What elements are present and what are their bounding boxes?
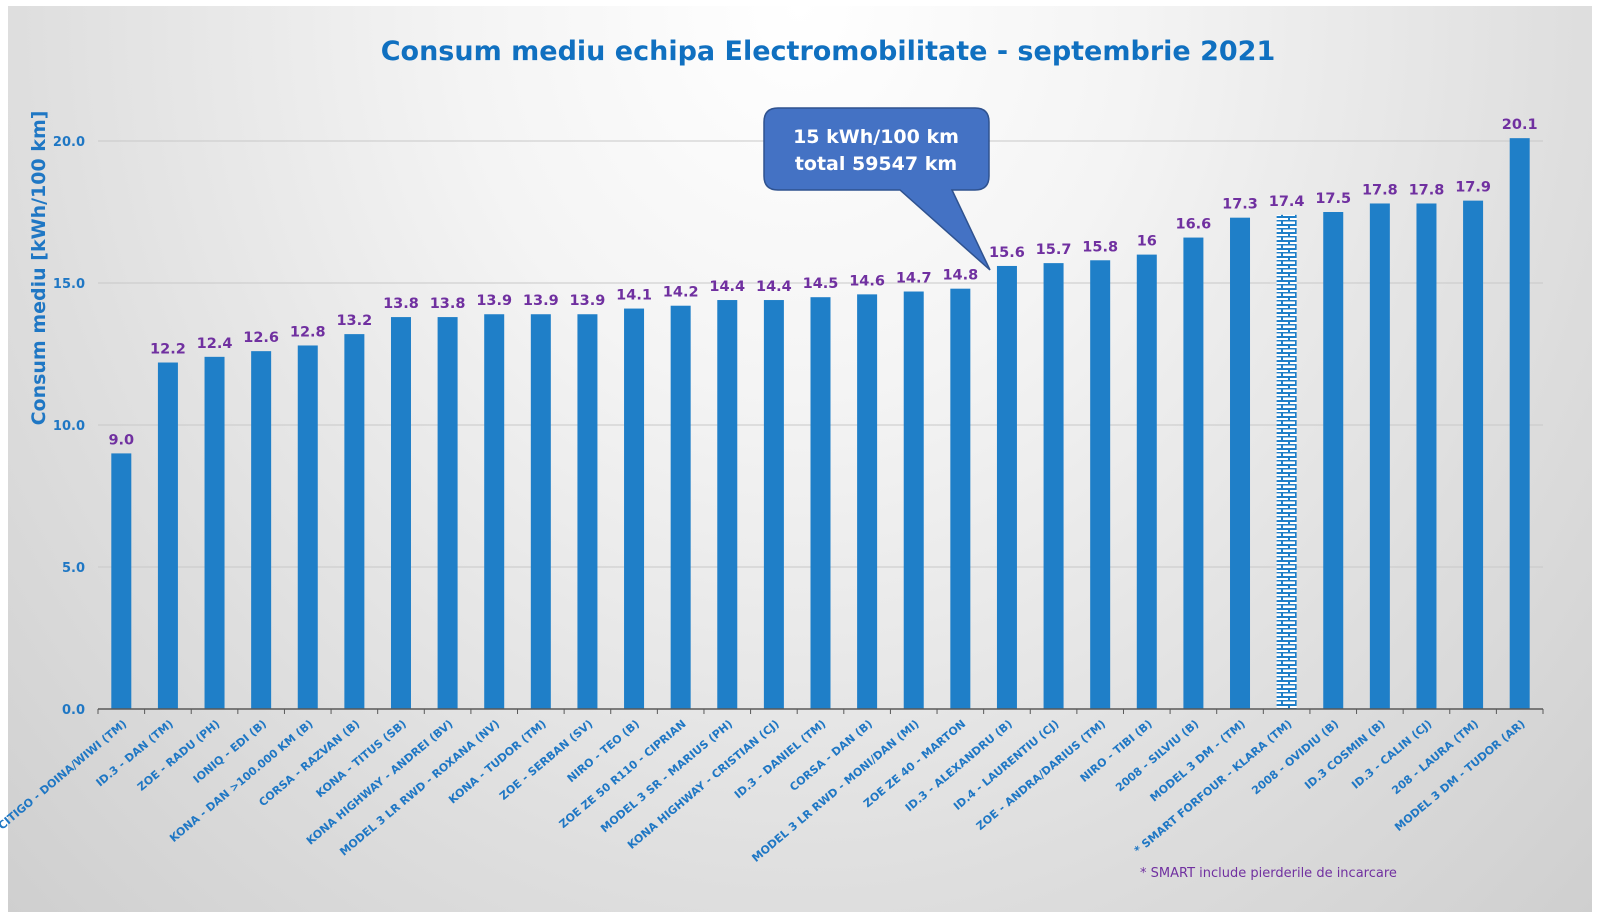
bar xyxy=(1183,237,1204,709)
bar xyxy=(670,305,691,709)
bar xyxy=(484,314,505,709)
bar xyxy=(950,288,971,709)
data-label: 13.9 xyxy=(476,293,512,309)
bar xyxy=(1463,200,1484,709)
data-label: 15.8 xyxy=(1082,239,1118,255)
data-label: 13.9 xyxy=(523,293,559,309)
bar xyxy=(530,314,551,709)
x-tick-label: ZOE - SERBAN (SV) xyxy=(497,717,595,802)
y-tick-label: 10.0 xyxy=(53,419,85,434)
x-tick-label: MODEL 3 LR RWD - MONI/DAN (MI) xyxy=(749,717,921,864)
data-label: 15.7 xyxy=(1036,242,1072,258)
bar xyxy=(437,317,458,709)
bar xyxy=(810,297,831,709)
bar xyxy=(1090,260,1111,709)
x-tick-label: ID.3 - CALIN (CJ) xyxy=(1349,717,1434,791)
bar xyxy=(577,314,598,709)
bar xyxy=(857,294,878,709)
data-label: 20.1 xyxy=(1502,117,1538,133)
callout-annotation: 15 kWh/100 km total 59547 km xyxy=(763,107,991,271)
bar xyxy=(390,317,411,709)
y-tick-label: 0.0 xyxy=(62,703,85,718)
bar xyxy=(1043,263,1064,709)
data-label: 12.2 xyxy=(150,342,186,358)
x-tick-label: ID.3 - DAN (TM) xyxy=(94,717,176,789)
data-label: 13.8 xyxy=(383,296,419,312)
data-label: 14.8 xyxy=(942,268,978,284)
bar xyxy=(344,334,365,709)
bar xyxy=(111,453,132,709)
y-tick-label: 20.0 xyxy=(53,135,85,150)
data-label: 14.2 xyxy=(663,285,699,301)
bar xyxy=(1230,217,1251,709)
data-label: 12.8 xyxy=(290,324,326,340)
bar xyxy=(157,362,178,709)
x-tick-label: ID.3 - DANIEL (TM) xyxy=(732,717,829,801)
bar xyxy=(204,356,225,709)
data-label: 13.8 xyxy=(430,296,466,312)
x-tick-label: 2008 - OVIDIU (B) xyxy=(1249,717,1341,797)
x-tick-label: KONA - TITUS (SB) xyxy=(314,717,409,800)
data-label: 12.4 xyxy=(197,336,233,352)
data-label: 17.9 xyxy=(1455,180,1491,196)
data-label: 17.4 xyxy=(1269,194,1305,210)
data-label: 14.6 xyxy=(849,273,885,289)
bar xyxy=(1509,138,1530,709)
bar xyxy=(251,351,272,709)
y-tick-label: 5.0 xyxy=(62,561,85,576)
data-label: 9.0 xyxy=(108,432,134,448)
data-label: 14.7 xyxy=(896,271,932,287)
bar xyxy=(1276,214,1297,709)
bar xyxy=(1416,203,1437,710)
bar xyxy=(624,308,645,709)
footnote: * SMART include pierderile de incarcare xyxy=(1140,866,1397,881)
chart-title: Consum mediu echipa Electromobilitate - … xyxy=(381,36,1276,67)
data-label: 14.4 xyxy=(709,279,745,295)
bar xyxy=(1369,203,1390,710)
data-label: 17.5 xyxy=(1315,191,1351,207)
bar xyxy=(903,291,924,709)
bar xyxy=(996,265,1017,709)
bar xyxy=(763,300,784,709)
data-label: 13.9 xyxy=(570,293,606,309)
bar xyxy=(1323,212,1344,709)
x-tick-label: 2008 - SILVIU (B) xyxy=(1113,717,1201,794)
x-tick-label: 208 - LAURA (TM) xyxy=(1389,717,1481,797)
callout-line-1: 15 kWh/100 km xyxy=(793,126,959,148)
bar xyxy=(1136,254,1157,709)
x-tick-label: ID.3 COSMIN (B) xyxy=(1302,717,1388,792)
data-label: 14.5 xyxy=(803,276,839,292)
data-label: 17.8 xyxy=(1409,182,1445,198)
data-label: 17.3 xyxy=(1222,197,1258,213)
data-label: 17.8 xyxy=(1362,182,1398,198)
data-label: 12.6 xyxy=(243,330,279,346)
y-tick-label: 15.0 xyxy=(53,277,85,292)
data-label: 16.6 xyxy=(1176,217,1212,233)
data-label: 14.1 xyxy=(616,288,652,304)
y-axis-label: Consum mediu [kWh/100 km] xyxy=(28,111,50,426)
bar xyxy=(717,300,738,709)
x-tick-label: ZOE - RADU (PH) xyxy=(135,717,222,793)
data-label: 16 xyxy=(1137,234,1157,250)
bar xyxy=(297,345,318,709)
data-label: 14.4 xyxy=(756,279,792,295)
data-label: 13.2 xyxy=(336,313,372,329)
x-tick-label: CORSA - DAN (B) xyxy=(787,717,875,794)
callout-line-2: total 59547 km xyxy=(795,153,957,175)
data-label: 15.6 xyxy=(989,245,1025,261)
